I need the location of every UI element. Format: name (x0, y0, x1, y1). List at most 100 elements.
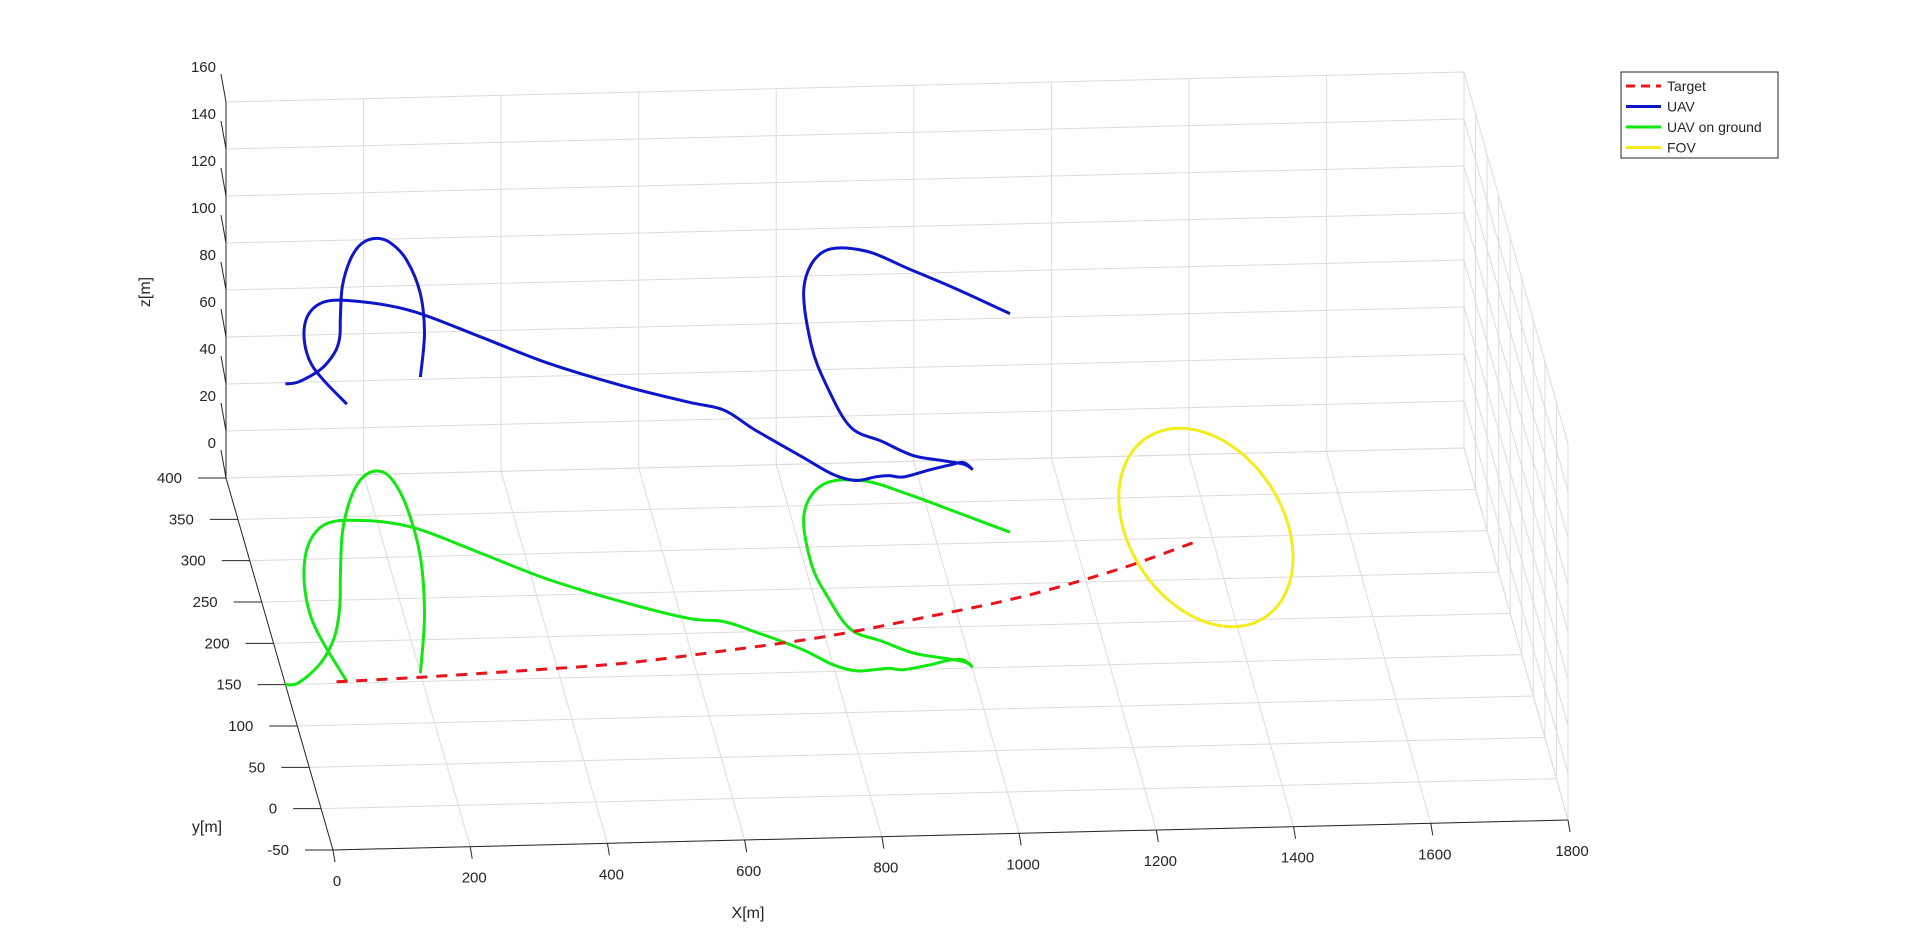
x-tick-label-1: 200 (462, 870, 487, 887)
x-tick-mark-7 (1293, 826, 1297, 839)
x-tick-label-2: 400 (599, 866, 624, 883)
y-axis-label: y[m] (192, 819, 222, 836)
z-tick-mark-0 (220, 449, 227, 479)
side-grid-z-1 (1463, 400, 1569, 774)
legend: Target UAV UAV on ground FOV (1620, 71, 1779, 159)
x-tick-mark-6 (1155, 829, 1159, 843)
side-grid-z-3 (1463, 306, 1569, 680)
floor-grid-x-1 (363, 474, 471, 847)
wall-grid-z-3 (225, 306, 1465, 338)
z-axis-label: z[m] (137, 277, 154, 307)
y-tick-label-7: 300 (181, 553, 206, 570)
floor-grid-y-1 (321, 778, 1557, 810)
y-tick-label-0: -50 (267, 842, 289, 859)
floor-grid-y-5 (273, 612, 1511, 644)
z-tick-label-7: 140 (191, 106, 216, 123)
y-tick-label-6: 250 (193, 594, 218, 611)
floor-grid-y-8 (237, 488, 1476, 520)
y-tick-label-2: 50 (249, 759, 266, 776)
uav-series-0 (285, 236, 426, 386)
wall-grid-z-0 (225, 447, 1465, 479)
floor-grid-x-5 (913, 461, 1020, 834)
side-grid-z-8 (1463, 71, 1569, 445)
series-layer (285, 236, 1295, 687)
y-tick-label-1: 0 (269, 801, 277, 818)
floor-grid-y-3 (297, 695, 1534, 727)
y-axis-line (225, 477, 334, 851)
x-tick-label-6: 1200 (1144, 853, 1177, 870)
z-tick-label-6: 120 (191, 153, 216, 170)
fov-series (1117, 426, 1295, 629)
grid-layer (225, 71, 1569, 851)
x-tick-mark-4 (881, 836, 885, 849)
x-axis-label: X[m] (732, 905, 765, 922)
z-tick-mark-8 (220, 73, 227, 103)
floor-grid-x-6 (1050, 457, 1157, 831)
x-axis-line (332, 819, 1569, 851)
side-grid-z-6 (1463, 165, 1569, 539)
x-tick-label-4: 800 (873, 860, 898, 877)
y-tick-label-3: 100 (228, 718, 253, 735)
z-tick-mark-7 (220, 120, 227, 150)
x-tick-label-0: 0 (333, 873, 341, 890)
floor-grid-y-7 (249, 530, 1488, 562)
wall-grid-z-4 (225, 259, 1465, 291)
z-tick-mark-4 (220, 261, 227, 291)
wall-grid-z-5 (225, 212, 1465, 244)
z-tick-label-8: 160 (191, 59, 216, 76)
floor-grid-x-3 (638, 467, 746, 841)
x-tick-mark-3 (744, 839, 748, 853)
floor-grid-x-7 (1188, 454, 1295, 827)
side-grid-z-4 (1463, 259, 1569, 633)
floor-grid-x-4 (775, 464, 883, 837)
wall-grid-z-8 (225, 71, 1465, 103)
x-tick-mark-1 (469, 846, 473, 859)
uav-ground-series-1 (302, 478, 1011, 683)
x-tick-mark-2 (606, 843, 610, 856)
side-grid-z-5 (1463, 212, 1569, 586)
y-tick-label-5: 200 (205, 635, 230, 652)
x-tick-mark-0 (332, 849, 336, 863)
legend-label-0: Target (1667, 78, 1706, 94)
uav-series-1 (302, 246, 1011, 483)
x-tick-mark-5 (1018, 833, 1022, 846)
wall-grid-z-6 (225, 165, 1465, 197)
x-tick-label-7: 1400 (1281, 850, 1314, 867)
z-tick-label-2: 40 (199, 341, 216, 358)
target-series (336, 541, 1194, 684)
floor-grid-x-2 (500, 471, 608, 844)
x-tick-mark-8 (1430, 823, 1434, 836)
z-tick-label-4: 80 (199, 247, 216, 264)
wall-grid-z-7 (225, 118, 1465, 150)
legend-label-2: UAV on ground (1667, 119, 1762, 135)
floor-grid-x-8 (1325, 451, 1432, 824)
x-tick-label-3: 600 (736, 863, 761, 880)
legend-label-3: FOV (1667, 140, 1696, 156)
z-tick-mark-3 (220, 308, 227, 338)
side-grid-z-0 (1463, 447, 1569, 821)
side-grid-z-2 (1463, 353, 1569, 727)
z-tick-mark-6 (220, 167, 227, 197)
x-tick-mark-9 (1567, 819, 1571, 833)
side-grid-z-7 (1463, 118, 1569, 492)
z-tick-label-3: 60 (199, 294, 216, 311)
z-tick-mark-1 (220, 402, 227, 432)
wall-grid-z-1 (225, 400, 1465, 432)
z-tick-label-0: 0 (208, 435, 216, 452)
z-tick-label-5: 100 (191, 200, 216, 217)
y-tick-label-8: 350 (169, 511, 194, 528)
z-tick-label-1: 20 (199, 388, 216, 405)
y-tick-label-4: 150 (216, 677, 241, 694)
x-tick-label-9: 1800 (1555, 843, 1588, 860)
floor-grid-y-2 (309, 736, 1545, 768)
uav-ground-series-0 (285, 469, 426, 687)
axes-layer: 0 200 400 600 800 1000 1200 1400 1600 1800-500501… (137, 59, 1589, 922)
x-tick-label-8: 1600 (1418, 846, 1451, 863)
wall-grid-z-2 (225, 353, 1465, 385)
floor-grid-y-6 (261, 571, 1499, 603)
z-tick-mark-2 (220, 355, 227, 385)
z-tick-mark-5 (220, 214, 227, 244)
x-tick-label-5: 1000 (1006, 856, 1039, 873)
y-tick-label-9: 400 (157, 470, 182, 487)
